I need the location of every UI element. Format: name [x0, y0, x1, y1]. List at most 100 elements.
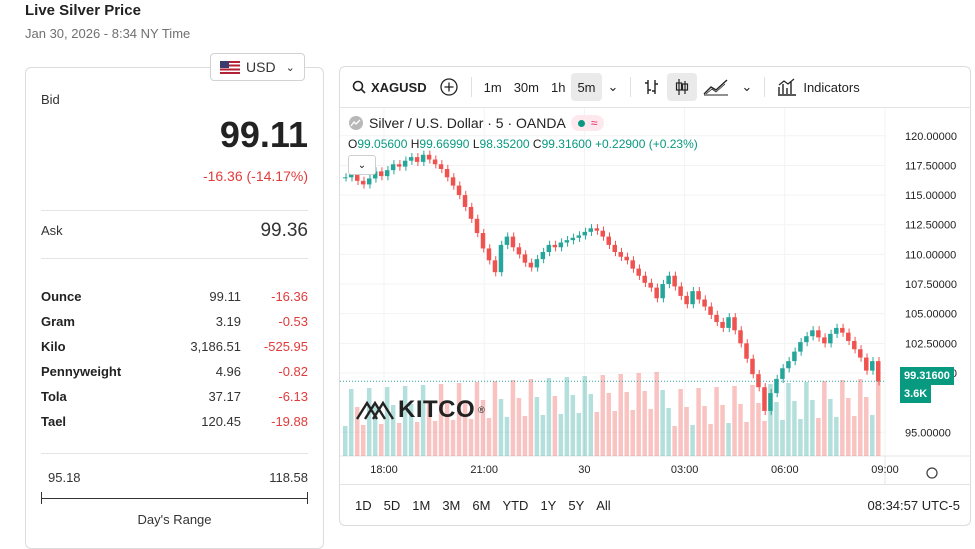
candle — [576, 235, 582, 238]
candle — [582, 231, 588, 236]
candle — [414, 157, 420, 162]
candle — [696, 291, 701, 300]
volume-bar — [570, 395, 576, 456]
area-chart-button[interactable] — [697, 73, 735, 101]
chart-type-dropdown[interactable]: ⌄ — [735, 73, 758, 101]
unit-row: Ounce 99.11 -16.36 — [41, 284, 308, 309]
volume-bar — [660, 390, 665, 456]
collapse-legend-button[interactable]: ⌄ — [348, 155, 376, 175]
candle — [348, 173, 354, 178]
interval-30m[interactable]: 30m — [513, 79, 539, 95]
interval-1m[interactable]: 1m — [483, 79, 502, 95]
candle — [624, 256, 629, 261]
y-tick-label: 95.00000 — [905, 427, 951, 439]
volume-bar — [492, 381, 498, 456]
candle — [846, 332, 851, 341]
settings-gear-icon — [926, 467, 938, 479]
volume-bar — [876, 378, 881, 456]
range-3m[interactable]: 3M — [442, 497, 461, 513]
candle — [432, 159, 438, 165]
indicators-button[interactable]: Indicators — [771, 73, 865, 101]
candle — [468, 206, 474, 219]
volume-bar — [870, 415, 875, 456]
chevron-down-icon: ⌄ — [607, 79, 619, 94]
range-1y[interactable]: 1Y — [540, 497, 557, 513]
day-range-high: 118.58 — [269, 470, 308, 485]
volume-bar — [462, 401, 468, 456]
candle — [594, 228, 600, 231]
unit-value: 99.11 — [209, 289, 241, 304]
volume-bar — [630, 410, 635, 456]
divider — [41, 453, 308, 454]
volume-bar — [852, 416, 857, 456]
volume-bar — [798, 419, 803, 456]
candle — [672, 275, 677, 287]
low-value: 98.35200 — [479, 137, 530, 151]
range-6m[interactable]: 6M — [472, 497, 491, 513]
chevron-down-icon: ⌄ — [741, 79, 753, 94]
unit-value: 37.17 — [208, 389, 241, 404]
kitco-logo: KITCO ® — [355, 396, 485, 424]
symbol-search[interactable]: XAGUSD — [346, 73, 433, 101]
range-all[interactable]: All — [596, 497, 611, 513]
currency-dropdown[interactable]: USD ⌄ — [210, 53, 305, 81]
range-1d[interactable]: 1D — [355, 497, 372, 513]
candle — [738, 330, 743, 344]
range-1m[interactable]: 1M — [412, 497, 431, 513]
candle — [588, 228, 594, 232]
bid-price: 99.11 — [219, 114, 308, 155]
volume-bar — [354, 407, 360, 456]
volume-bar — [348, 389, 354, 456]
unit-change: -525.95 — [263, 339, 308, 354]
price-panel: Bid 99.11 -16.36 (-14.17%) Ask 99.36 Oun… — [25, 67, 324, 549]
range-ytd[interactable]: YTD — [502, 497, 529, 513]
volume-bar — [510, 380, 516, 456]
c-label: C — [532, 137, 542, 151]
chart-plot-area[interactable]: 120.00000 117.50000 115.00000 112.50000 110.… — [340, 108, 970, 484]
candle — [606, 236, 611, 245]
candle — [666, 275, 671, 285]
chevron-down-icon: ⌄ — [285, 61, 295, 74]
add-symbol-button[interactable] — [433, 73, 465, 101]
volume-bar — [450, 420, 456, 456]
range-5y[interactable]: 5Y — [568, 497, 585, 513]
change-value: +0.22900 (+0.23%) — [595, 137, 698, 151]
kitco-logo-icon — [355, 400, 395, 420]
last-price-tag: 99.31600 — [900, 367, 954, 385]
candle — [636, 268, 641, 276]
candle — [858, 349, 863, 358]
volume-bar — [420, 385, 426, 456]
volume-bar — [522, 416, 528, 456]
unit-row: Tola 37.17 -6.13 — [41, 384, 308, 409]
page-timestamp: Jan 30, 2026 - 8:34 NY Time — [25, 26, 191, 41]
compare-button[interactable] — [637, 73, 667, 101]
volume-bar — [690, 425, 695, 456]
plus-circle-icon — [439, 78, 458, 96]
candle — [552, 244, 558, 248]
volume-bar — [343, 426, 348, 456]
toolbar-divider — [630, 77, 632, 97]
toolbar-divider — [470, 77, 472, 97]
market-status-badge: ≈ — [570, 115, 605, 131]
volume-bar — [846, 398, 851, 456]
candles-button[interactable] — [667, 73, 698, 101]
volume-bar — [414, 422, 420, 456]
interval-dropdown[interactable]: ⌄ — [602, 73, 625, 101]
range-5d[interactable]: 5D — [383, 497, 401, 513]
candle — [630, 260, 635, 269]
interval-1h[interactable]: 1h — [550, 79, 566, 95]
volume-bar — [828, 399, 833, 456]
page-title: Live Silver Price — [25, 2, 141, 19]
y-tick-label: 115.00000 — [905, 190, 956, 202]
interval-5m[interactable]: 5m — [571, 73, 602, 101]
candle — [426, 154, 432, 160]
candle — [366, 178, 372, 185]
y-tick-label: 120.00000 — [905, 131, 957, 143]
candle — [522, 254, 528, 263]
unit-name: Ounce — [41, 289, 82, 304]
candle — [462, 195, 468, 207]
us-flag-icon — [220, 60, 240, 74]
toolbar-divider — [764, 77, 766, 97]
candle — [726, 317, 731, 328]
volume-bar — [582, 376, 588, 456]
